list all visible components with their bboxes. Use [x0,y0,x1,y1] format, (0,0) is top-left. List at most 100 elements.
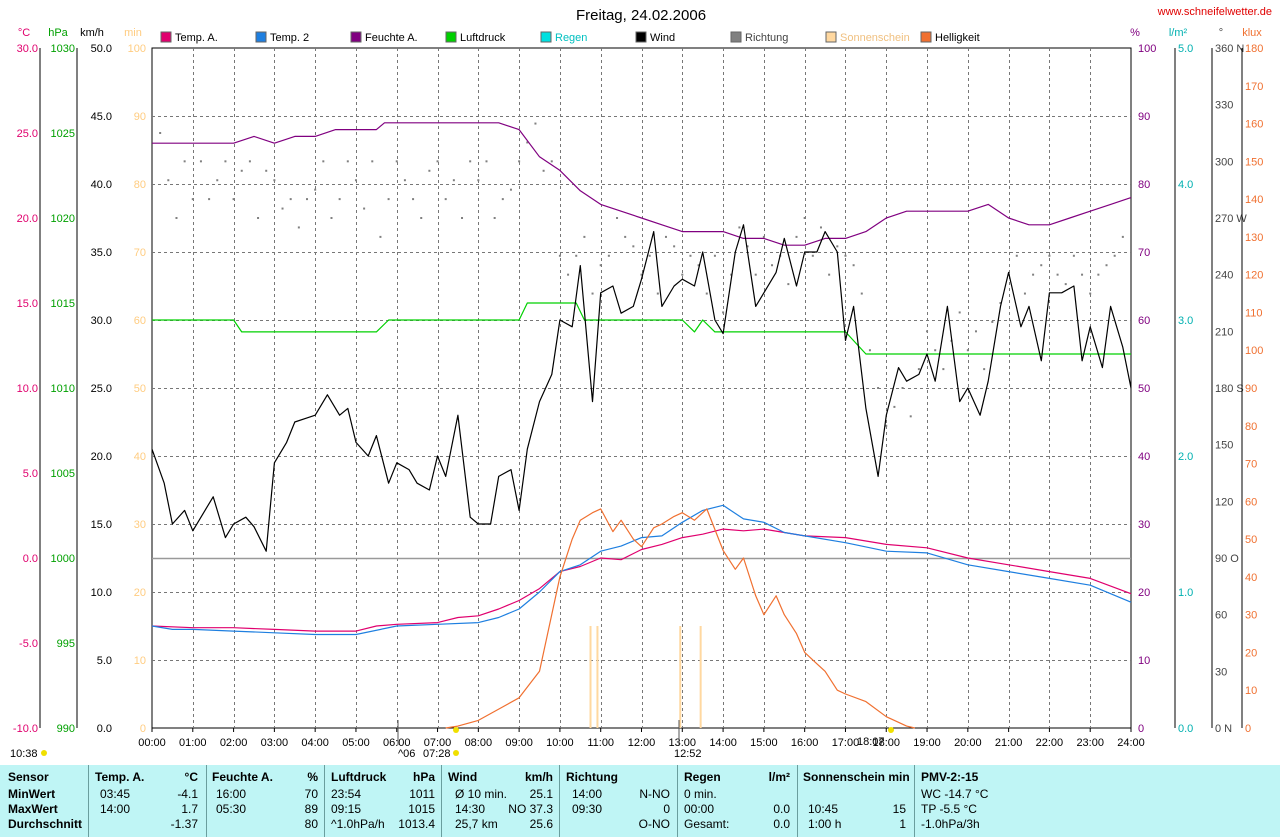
y-tick-label-humidity: 40 [1138,451,1150,463]
direction-point [795,235,798,238]
direction-point [991,320,994,323]
y-tick-label-temp: 0.0 [23,553,38,565]
stats-header-rain-unit: l/m² [768,770,790,784]
stats-header-press-unit: hPa [412,770,435,784]
direction-point [314,188,317,191]
direction-point [689,254,692,257]
stats-header-temp: Temp. A. [95,770,145,784]
y-tick-label-klux: 80 [1245,421,1257,433]
y-tick-label-rain: 1.0 [1178,587,1193,599]
y-tick-label-pressure: 990 [57,723,75,735]
y-tick-label-direction: 330 [1215,100,1233,112]
direction-point [281,207,284,210]
direction-point [917,368,920,371]
stats-0-press-val: 1011 [409,787,435,801]
stats-1-press-val: 1015 [408,802,435,816]
stats-1-sun-time: 10:45 [808,802,839,816]
direction-point [909,415,912,418]
direction-point [1113,254,1116,257]
stats-0-press-time: 23:54 [331,787,362,801]
direction-point [811,254,814,257]
stats-0-rain-label: 0 min. [684,787,717,801]
series-helligkeit [445,508,915,729]
stats-header-hum: Feuchte A. [212,770,273,784]
stats-2-sun-time: 1:00 h [808,817,842,831]
x-tick-label: 10:00 [546,737,574,749]
direction-point [983,368,986,371]
x-tick-label: 11:00 [587,737,614,749]
direction-point [697,264,700,267]
direction-point [199,160,202,163]
y-tick-label-temp: 20.0 [17,213,38,225]
direction-point [1072,254,1075,257]
direction-point [966,349,969,352]
legend-label: Helligkeit [935,32,980,44]
direction-point [412,198,415,201]
direction-point [877,387,880,389]
stats-2-wind-val: 25.6 [529,817,553,831]
y-tick-label-humidity: 30 [1138,519,1150,531]
y-tick-label-sunshine: 10 [134,655,146,667]
stats-2-label: Durchschnitt [8,817,83,831]
stats-1-dir-time: 09:30 [572,802,603,816]
stats-2-pmv: -1.0hPa/3h [921,817,980,831]
y-tick-label-direction: 360 N [1215,43,1244,55]
direction-point [216,179,219,182]
y-tick-label-pressure: 1005 [51,468,75,480]
x-tick-label: 21:00 [995,737,1023,749]
direction-point [371,160,374,163]
stats-0-dir-time: 14:00 [572,787,603,801]
chart-title: Freitag, 24.02.2006 [576,7,706,24]
direction-point [387,198,390,201]
legend-label: Temp. A. [175,32,218,44]
sun-icon [888,727,894,733]
stats-0-wind-label: Ø 10 min. [455,787,508,801]
direction-point [501,198,504,201]
y-tick-label-direction: 30 [1215,666,1227,678]
direction-point [999,302,1002,304]
y-tick-label-rain: 0.0 [1178,723,1193,735]
stats-1-hum-val: 89 [304,802,318,816]
sunrise-prefix: ^06 [398,748,415,760]
stats-1-hum-time: 05:30 [216,802,247,816]
y-tick-label-humidity: 80 [1138,179,1150,191]
direction-point [379,235,382,238]
y-tick-label-sunshine: 100 [128,43,146,55]
stats-0-hum-time: 16:00 [216,787,247,801]
y-tick-label-direction: 90 O [1215,553,1239,565]
y-tick-label-pressure: 1015 [51,298,75,310]
unit-label-rain: l/m² [1169,27,1188,39]
x-tick-label: 08:00 [465,737,493,749]
direction-point [844,254,847,257]
left-time-label: 10:38 [10,748,38,760]
x-tick-label: 04:00 [301,737,329,749]
direction-point [640,273,643,276]
stats-1-wind-val: NO 37.3 [508,802,553,816]
stats-header-hum-unit: % [307,770,318,784]
y-tick-label-rain: 4.0 [1178,179,1193,191]
y-tick-label-klux: 120 [1245,270,1263,282]
series-temp-a [151,528,1132,632]
stats-2-dir-val: O-NO [638,817,670,831]
direction-point [599,264,602,267]
y-tick-label-sunshine: 40 [134,451,146,463]
direction-point [232,198,235,201]
y-tick-label-klux: 90 [1245,383,1257,395]
direction-point [257,217,260,219]
direction-point [469,160,472,163]
stats-1-rain-label: 00:00 [684,802,715,816]
direction-point [591,292,594,295]
y-tick-label-humidity: 90 [1138,111,1150,123]
y-tick-label-sunshine: 50 [134,383,146,395]
x-tick-label: 14:00 [709,737,737,749]
y-tick-label-humidity: 0 [1138,723,1144,735]
stats-2-wind-label: 25,7 km [455,817,498,831]
direction-point [664,235,667,238]
x-tick-label: 06:00 [383,737,411,749]
sun-icon [453,727,459,733]
x-tick-label: 09:00 [505,737,533,749]
direction-point [787,283,790,286]
y-tick-label-klux: 160 [1245,119,1263,131]
x-tick-label: 19:00 [913,737,941,749]
stats-1-temp-time: 14:00 [100,802,131,816]
